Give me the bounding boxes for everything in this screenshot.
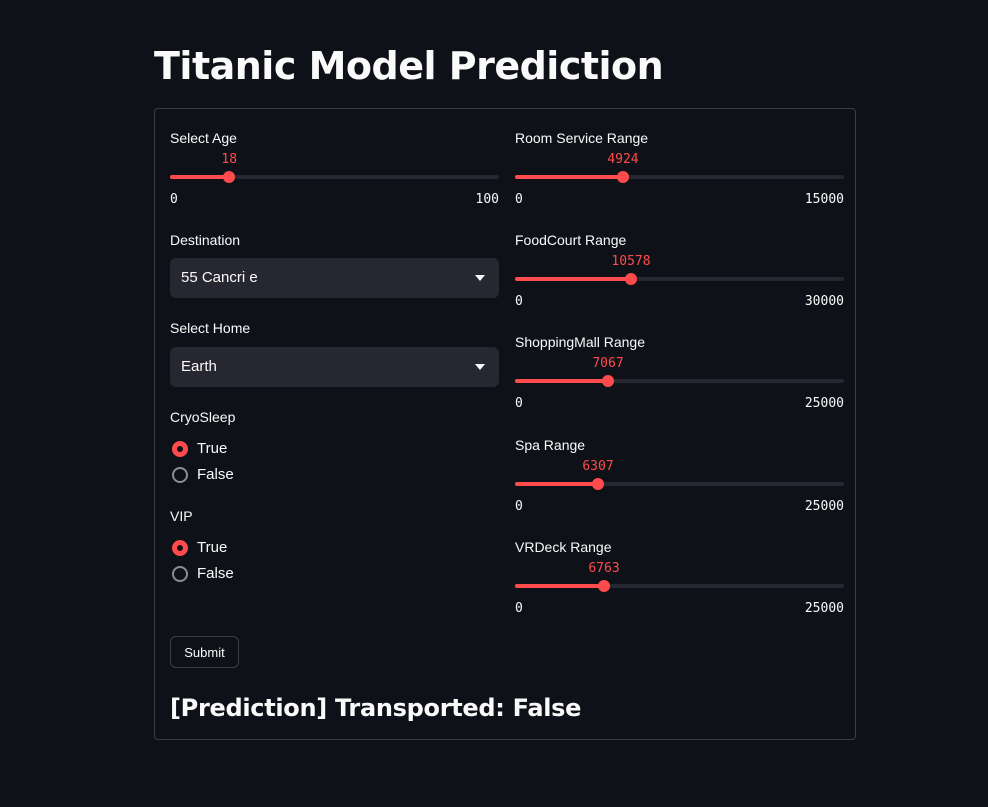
vip-option-true-label: True <box>197 539 228 556</box>
vrdeck-slider[interactable]: VRDeck Range 6763 0 25000 <box>515 518 844 616</box>
home-selected-value: Earth <box>181 358 217 375</box>
spa-slider-track[interactable] <box>515 482 844 486</box>
spa-slider-label: Spa Range <box>515 437 586 453</box>
room-service-slider-thumb[interactable] <box>616 171 629 183</box>
chevron-down-icon <box>475 364 485 370</box>
shopping-mall-slider-track[interactable] <box>515 379 844 383</box>
page-title: Titanic Model Prediction <box>154 44 664 88</box>
home-label: Select Home <box>170 320 251 336</box>
age-slider-thumb[interactable] <box>223 171 236 183</box>
food-court-slider[interactable]: FoodCourt Range 10578 0 30000 <box>515 211 844 309</box>
spa-slider[interactable]: Spa Range 6307 0 25000 <box>515 416 844 514</box>
vip-option-false-label: False <box>197 565 234 582</box>
spa-slider-thumb[interactable] <box>592 478 604 490</box>
spa-slider-max: 25000 <box>804 499 844 514</box>
radio-selected-icon <box>172 540 188 556</box>
room-service-slider[interactable]: Room Service Range 4924 0 15000 <box>515 109 844 207</box>
spa-slider-min: 0 <box>515 499 523 514</box>
submit-button[interactable]: Submit <box>170 636 239 668</box>
shopping-mall-slider-fill <box>515 379 608 383</box>
food-court-slider-value: 10578 <box>611 254 651 269</box>
spa-slider-value: 6307 <box>582 459 614 474</box>
room-service-slider-min: 0 <box>515 192 523 207</box>
vrdeck-slider-track[interactable] <box>515 584 844 588</box>
radio-unselected-icon <box>172 566 188 582</box>
vrdeck-slider-label: VRDeck Range <box>515 539 612 555</box>
food-court-slider-min: 0 <box>515 294 523 309</box>
shopping-mall-slider-thumb[interactable] <box>602 375 614 387</box>
vrdeck-slider-thumb[interactable] <box>598 580 610 592</box>
chevron-down-icon <box>475 275 485 281</box>
food-court-slider-max: 30000 <box>804 294 844 309</box>
destination-selected-value: 55 Cancri e <box>181 269 258 286</box>
age-slider-fill <box>170 175 230 179</box>
shopping-mall-slider-min: 0 <box>515 396 523 411</box>
prediction-form: Select Age 18 0 100 Destination 55 Cancr… <box>154 108 856 740</box>
vip-label: VIP <box>170 508 193 524</box>
shopping-mall-slider-label: ShoppingMall Range <box>515 334 645 350</box>
prediction-result: [Prediction] Transported: False <box>170 694 582 722</box>
food-court-slider-label: FoodCourt Range <box>515 232 627 248</box>
destination-label: Destination <box>170 232 241 248</box>
cryosleep-option-true-label: True <box>197 440 228 457</box>
shopping-mall-slider-max: 25000 <box>804 396 844 411</box>
age-slider-value: 18 <box>221 152 238 167</box>
room-service-slider-fill <box>515 175 623 179</box>
room-service-slider-track[interactable] <box>515 175 844 179</box>
food-court-slider-track[interactable] <box>515 277 844 281</box>
shopping-mall-slider[interactable]: ShoppingMall Range 7067 0 25000 <box>515 313 844 411</box>
home-select[interactable]: Earth <box>170 347 499 387</box>
cryosleep-label: CryoSleep <box>170 409 236 425</box>
food-court-slider-thumb[interactable] <box>625 273 637 285</box>
radio-selected-icon <box>172 441 188 457</box>
vrdeck-slider-value: 6763 <box>588 561 620 576</box>
age-slider-label: Select Age <box>170 130 237 146</box>
room-service-slider-label: Room Service Range <box>515 130 649 146</box>
room-service-slider-max: 15000 <box>804 192 844 207</box>
radio-unselected-icon <box>172 467 188 483</box>
spa-slider-fill <box>515 482 598 486</box>
cryosleep-option-false-label: False <box>197 466 234 483</box>
shopping-mall-slider-value: 7067 <box>592 356 624 371</box>
food-court-slider-fill <box>515 277 631 281</box>
vrdeck-slider-fill <box>515 584 604 588</box>
destination-select[interactable]: 55 Cancri e <box>170 258 499 298</box>
age-slider-min: 0 <box>170 192 178 207</box>
age-slider[interactable]: Select Age 18 0 100 <box>170 109 499 207</box>
age-slider-track[interactable] <box>170 175 499 179</box>
vrdeck-slider-min: 0 <box>515 601 523 616</box>
age-slider-max: 100 <box>475 192 499 207</box>
vrdeck-slider-max: 25000 <box>804 601 844 616</box>
room-service-slider-value: 4924 <box>607 152 639 167</box>
